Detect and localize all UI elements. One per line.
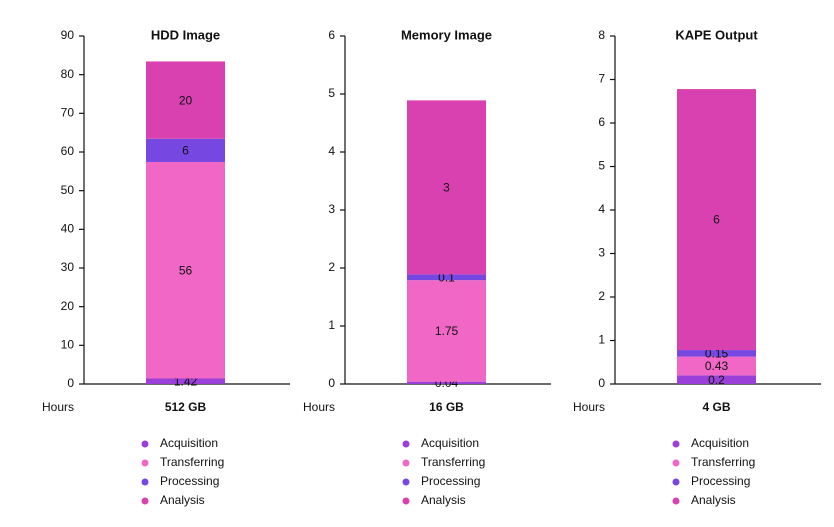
legend-swatch	[402, 440, 410, 448]
y-tick-label: 50	[61, 183, 75, 197]
y-tick-label: 4	[598, 202, 605, 216]
x-axis-label: Hours	[573, 400, 605, 414]
value-label: 0.43	[705, 359, 729, 373]
y-tick-label: 0	[67, 376, 74, 390]
y-tick-label: 1	[598, 333, 605, 347]
y-tick-label: 1	[328, 318, 335, 332]
x-axis-label: Hours	[303, 400, 335, 414]
bar-segment	[677, 356, 756, 376]
y-tick-label: 0	[328, 376, 335, 390]
x-axis-label: Hours	[42, 400, 74, 414]
bar-segment	[146, 61, 225, 139]
value-label: 0.2	[708, 373, 725, 387]
legend-swatch	[402, 497, 410, 505]
y-tick-label: 3	[328, 202, 335, 216]
legend-label: Analysis	[691, 493, 736, 507]
legend-swatch	[672, 497, 680, 505]
legend-label: Transferring	[691, 455, 755, 469]
legend-label: Processing	[691, 474, 750, 488]
bar-segment	[146, 161, 225, 379]
y-tick-label: 6	[598, 115, 605, 129]
legend-label: Acquisition	[421, 436, 479, 450]
legend-swatch	[141, 459, 149, 467]
value-label: 6	[713, 213, 720, 227]
legend-swatch	[402, 478, 410, 486]
legend-label: Transferring	[160, 455, 224, 469]
legend-label: Acquisition	[160, 436, 218, 450]
legend-swatch	[402, 459, 410, 467]
legend-swatch	[672, 459, 680, 467]
bar-segment	[407, 280, 486, 382]
bar-segment	[407, 381, 486, 384]
value-label: 20	[179, 93, 193, 107]
legend-label: Analysis	[421, 493, 466, 507]
y-tick-label: 60	[61, 144, 75, 158]
value-label: 1.75	[435, 324, 459, 338]
bar-segment	[146, 378, 225, 384]
legend-swatch	[672, 440, 680, 448]
x-tick-label: 4 GB	[702, 400, 730, 414]
legend-swatch	[141, 497, 149, 505]
bar-segment	[407, 274, 486, 281]
y-tick-label: 10	[61, 338, 75, 352]
y-tick-label: 5	[328, 86, 335, 100]
y-tick-label: 6	[328, 28, 335, 42]
value-label: 3	[443, 181, 450, 195]
value-label: 6	[182, 144, 189, 158]
y-tick-label: 0	[598, 376, 605, 390]
bar-segment	[407, 100, 486, 275]
y-tick-label: 90	[61, 28, 75, 42]
value-label: 56	[179, 263, 193, 277]
legend-label: Analysis	[160, 493, 205, 507]
x-tick-label: 512 GB	[165, 400, 207, 414]
legend-label: Transferring	[421, 455, 485, 469]
chart-title: KAPE Output	[675, 27, 758, 42]
y-tick-label: 2	[598, 289, 605, 303]
legend-swatch	[141, 440, 149, 448]
y-tick-label: 70	[61, 106, 75, 120]
chart-title: Memory Image	[401, 27, 492, 42]
y-tick-label: 40	[61, 222, 75, 236]
bar-segment	[677, 375, 756, 384]
legend-swatch	[672, 478, 680, 486]
y-tick-label: 7	[598, 72, 605, 86]
bar-segment	[677, 89, 756, 351]
legend-swatch	[141, 478, 149, 486]
legend-label: Acquisition	[691, 436, 749, 450]
chart-title: HDD Image	[151, 27, 220, 42]
y-tick-label: 80	[61, 67, 75, 81]
y-tick-label: 5	[598, 159, 605, 173]
legend-label: Processing	[160, 474, 219, 488]
y-tick-label: 3	[598, 246, 605, 260]
bar-segment	[677, 350, 756, 357]
y-tick-label: 8	[598, 28, 605, 42]
y-tick-label: 2	[328, 260, 335, 274]
y-tick-label: 30	[61, 260, 75, 274]
bar-segment	[146, 138, 225, 162]
y-tick-label: 4	[328, 144, 335, 158]
x-tick-label: 16 GB	[429, 400, 464, 414]
legend-label: Processing	[421, 474, 480, 488]
y-tick-label: 20	[61, 299, 75, 313]
